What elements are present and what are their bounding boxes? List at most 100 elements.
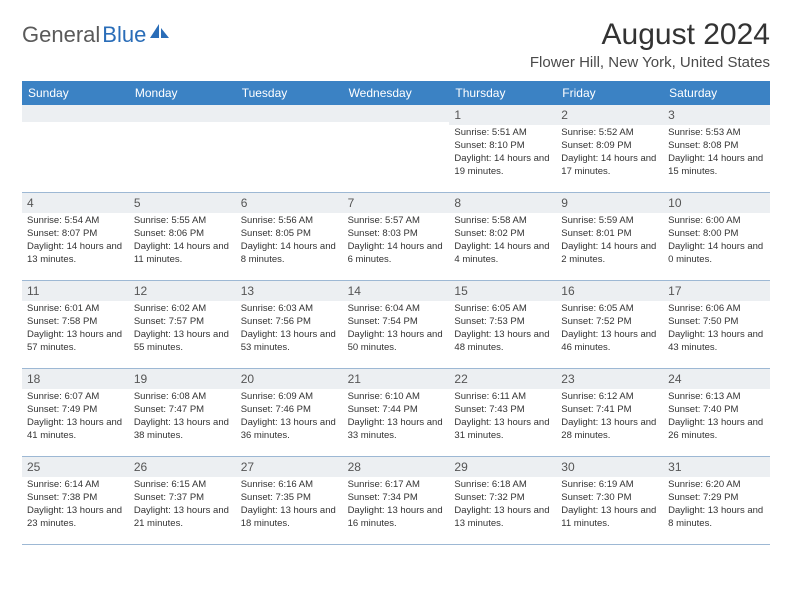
day-number: 21 — [348, 371, 445, 387]
day-number-strip: 17 — [663, 281, 770, 301]
logo-text-part2: Blue — [102, 22, 146, 48]
day-header-wednesday: Wednesday — [343, 81, 450, 105]
daylight-text: Daylight: 13 hours and 26 minutes. — [668, 417, 765, 443]
day-number-strip: 2 — [556, 105, 663, 125]
daylight-text: Daylight: 14 hours and 15 minutes. — [668, 153, 765, 179]
day-number: 6 — [241, 195, 338, 211]
daylight-text: Daylight: 13 hours and 11 minutes. — [561, 505, 658, 531]
day-cell-18: 18Sunrise: 6:07 AMSunset: 7:49 PMDayligh… — [22, 369, 129, 457]
day-number: 19 — [134, 371, 231, 387]
sunset-text: Sunset: 7:54 PM — [348, 316, 445, 329]
empty-cell — [22, 105, 129, 193]
day-number-strip: 19 — [129, 369, 236, 389]
day-number: 25 — [27, 459, 124, 475]
day-number-strip: 16 — [556, 281, 663, 301]
sunset-text: Sunset: 8:00 PM — [668, 228, 765, 241]
sunset-text: Sunset: 7:56 PM — [241, 316, 338, 329]
empty-day-strip — [22, 105, 129, 122]
daylight-text: Daylight: 13 hours and 38 minutes. — [134, 417, 231, 443]
day-cell-29: 29Sunrise: 6:18 AMSunset: 7:32 PMDayligh… — [449, 457, 556, 545]
sunset-text: Sunset: 7:43 PM — [454, 404, 551, 417]
sunset-text: Sunset: 7:35 PM — [241, 492, 338, 505]
sunset-text: Sunset: 7:57 PM — [134, 316, 231, 329]
calendar-grid: SundayMondayTuesdayWednesdayThursdayFrid… — [22, 81, 770, 545]
sunset-text: Sunset: 8:09 PM — [561, 140, 658, 153]
sunset-text: Sunset: 7:44 PM — [348, 404, 445, 417]
sunset-text: Sunset: 7:52 PM — [561, 316, 658, 329]
sunrise-text: Sunrise: 6:16 AM — [241, 479, 338, 492]
daylight-text: Daylight: 13 hours and 23 minutes. — [27, 505, 124, 531]
sunset-text: Sunset: 8:02 PM — [454, 228, 551, 241]
sunrise-text: Sunrise: 6:05 AM — [454, 303, 551, 316]
page-header: GeneralBlue August 2024 Flower Hill, New… — [22, 18, 770, 71]
sunrise-text: Sunrise: 6:17 AM — [348, 479, 445, 492]
day-number: 13 — [241, 283, 338, 299]
day-number-strip: 29 — [449, 457, 556, 477]
day-cell-8: 8Sunrise: 5:58 AMSunset: 8:02 PMDaylight… — [449, 193, 556, 281]
daylight-text: Daylight: 14 hours and 8 minutes. — [241, 241, 338, 267]
empty-cell — [343, 105, 450, 193]
sunrise-text: Sunrise: 5:57 AM — [348, 215, 445, 228]
sunrise-text: Sunrise: 6:06 AM — [668, 303, 765, 316]
day-cell-10: 10Sunrise: 6:00 AMSunset: 8:00 PMDayligh… — [663, 193, 770, 281]
day-cell-22: 22Sunrise: 6:11 AMSunset: 7:43 PMDayligh… — [449, 369, 556, 457]
daylight-text: Daylight: 13 hours and 50 minutes. — [348, 329, 445, 355]
daylight-text: Daylight: 13 hours and 8 minutes. — [668, 505, 765, 531]
sunrise-text: Sunrise: 6:02 AM — [134, 303, 231, 316]
sunrise-text: Sunrise: 6:09 AM — [241, 391, 338, 404]
sunrise-text: Sunrise: 5:55 AM — [134, 215, 231, 228]
day-number: 27 — [241, 459, 338, 475]
daylight-text: Daylight: 14 hours and 6 minutes. — [348, 241, 445, 267]
day-number-strip: 5 — [129, 193, 236, 213]
day-number: 23 — [561, 371, 658, 387]
sunrise-text: Sunrise: 5:53 AM — [668, 127, 765, 140]
logo-text-part1: General — [22, 22, 100, 48]
daylight-text: Daylight: 14 hours and 4 minutes. — [454, 241, 551, 267]
daylight-text: Daylight: 14 hours and 19 minutes. — [454, 153, 551, 179]
day-number-strip: 4 — [22, 193, 129, 213]
day-cell-1: 1Sunrise: 5:51 AMSunset: 8:10 PMDaylight… — [449, 105, 556, 193]
daylight-text: Daylight: 14 hours and 11 minutes. — [134, 241, 231, 267]
daylight-text: Daylight: 14 hours and 2 minutes. — [561, 241, 658, 267]
day-header-friday: Friday — [556, 81, 663, 105]
day-cell-4: 4Sunrise: 5:54 AMSunset: 8:07 PMDaylight… — [22, 193, 129, 281]
calendar-body: 1Sunrise: 5:51 AMSunset: 8:10 PMDaylight… — [22, 105, 770, 545]
day-cell-7: 7Sunrise: 5:57 AMSunset: 8:03 PMDaylight… — [343, 193, 450, 281]
day-cell-20: 20Sunrise: 6:09 AMSunset: 7:46 PMDayligh… — [236, 369, 343, 457]
day-number-strip: 21 — [343, 369, 450, 389]
sunrise-text: Sunrise: 6:07 AM — [27, 391, 124, 404]
sunset-text: Sunset: 7:32 PM — [454, 492, 551, 505]
day-cell-30: 30Sunrise: 6:19 AMSunset: 7:30 PMDayligh… — [556, 457, 663, 545]
day-number: 5 — [134, 195, 231, 211]
day-cell-14: 14Sunrise: 6:04 AMSunset: 7:54 PMDayligh… — [343, 281, 450, 369]
day-cell-27: 27Sunrise: 6:16 AMSunset: 7:35 PMDayligh… — [236, 457, 343, 545]
empty-cell — [129, 105, 236, 193]
day-number-strip: 15 — [449, 281, 556, 301]
sunrise-text: Sunrise: 6:03 AM — [241, 303, 338, 316]
day-cell-2: 2Sunrise: 5:52 AMSunset: 8:09 PMDaylight… — [556, 105, 663, 193]
day-number: 22 — [454, 371, 551, 387]
daylight-text: Daylight: 13 hours and 55 minutes. — [134, 329, 231, 355]
day-number-strip: 6 — [236, 193, 343, 213]
sunrise-text: Sunrise: 5:54 AM — [27, 215, 124, 228]
daylight-text: Daylight: 13 hours and 53 minutes. — [241, 329, 338, 355]
day-number: 12 — [134, 283, 231, 299]
day-number: 8 — [454, 195, 551, 211]
day-number-strip: 10 — [663, 193, 770, 213]
location-text: Flower Hill, New York, United States — [530, 54, 770, 71]
month-title: August 2024 — [530, 18, 770, 52]
sunrise-text: Sunrise: 6:15 AM — [134, 479, 231, 492]
day-cell-15: 15Sunrise: 6:05 AMSunset: 7:53 PMDayligh… — [449, 281, 556, 369]
sunset-text: Sunset: 7:34 PM — [348, 492, 445, 505]
sunset-text: Sunset: 8:03 PM — [348, 228, 445, 241]
sunset-text: Sunset: 8:10 PM — [454, 140, 551, 153]
daylight-text: Daylight: 13 hours and 31 minutes. — [454, 417, 551, 443]
calendar-page: GeneralBlue August 2024 Flower Hill, New… — [0, 0, 792, 563]
day-number: 18 — [27, 371, 124, 387]
day-cell-19: 19Sunrise: 6:08 AMSunset: 7:47 PMDayligh… — [129, 369, 236, 457]
sunset-text: Sunset: 7:50 PM — [668, 316, 765, 329]
sunset-text: Sunset: 7:29 PM — [668, 492, 765, 505]
day-number: 17 — [668, 283, 765, 299]
day-number: 14 — [348, 283, 445, 299]
day-cell-6: 6Sunrise: 5:56 AMSunset: 8:05 PMDaylight… — [236, 193, 343, 281]
